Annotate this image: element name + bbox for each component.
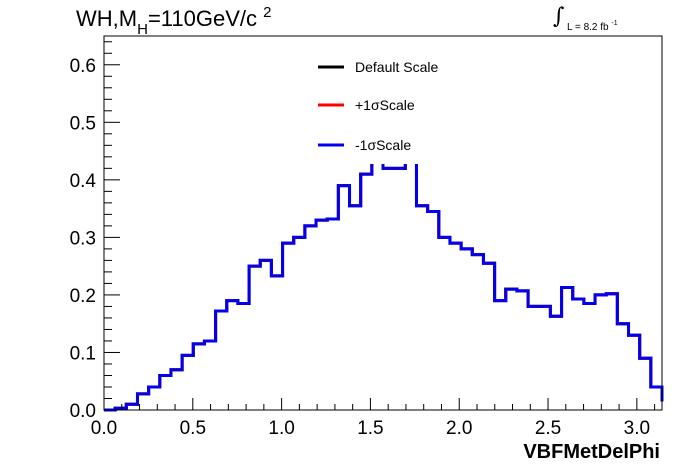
series-layer xyxy=(104,138,664,412)
series-line xyxy=(104,138,664,412)
luminosity-text: L = 8.2 fb -1 xyxy=(567,20,618,33)
title-main: WH,M xyxy=(76,6,138,31)
plot-frame xyxy=(103,35,663,411)
integral-symbol: ∫ xyxy=(553,4,565,29)
legend-entry: +1σScale xyxy=(355,97,415,113)
y-tick-label: 0.6 xyxy=(70,56,96,77)
title-mid: =110GeV/c xyxy=(147,6,257,31)
legend-entry: Default Scale xyxy=(355,59,438,75)
x-tick-label: 3.0 xyxy=(624,418,650,439)
y-tick-label: 0.4 xyxy=(70,171,97,192)
x-tick-label: 0.0 xyxy=(91,418,117,439)
x-tick-label: 1.5 xyxy=(357,418,383,439)
x-tick-label: 1.0 xyxy=(268,418,294,439)
x-tick-label: 2.5 xyxy=(535,418,561,439)
axes: 0.0 0.5 1.0 1.5 2.0 2.5 3.0 0.0 0.1 0.2 0.3 0.4 0.5 0… xyxy=(70,41,656,439)
luminosity-superscript: -1 xyxy=(611,20,618,27)
series-line xyxy=(104,138,664,412)
y-tick-label: 0.3 xyxy=(70,228,96,249)
x-axis-label: VBFMetDelPhi xyxy=(523,441,660,463)
legend-entry: -1σScale xyxy=(355,137,411,153)
y-tick-label: 0.1 xyxy=(70,343,96,364)
luminosity-value: L = 8.2 fb xyxy=(567,22,609,33)
y-tick-label: 0.5 xyxy=(70,113,96,134)
chart-title: WH,MH=110GeV/c 2 xyxy=(76,4,272,38)
y-tick-label: 0.2 xyxy=(70,286,96,307)
title-superscript: 2 xyxy=(263,4,272,21)
series-line xyxy=(104,138,664,412)
y-tick-label: 0.0 xyxy=(70,401,96,422)
title-subscript: H xyxy=(137,21,148,38)
x-tick-label: 0.5 xyxy=(180,418,206,439)
x-tick-label: 2.0 xyxy=(446,418,472,439)
legend: Default Scale +1σScale -1σScale xyxy=(318,59,438,153)
